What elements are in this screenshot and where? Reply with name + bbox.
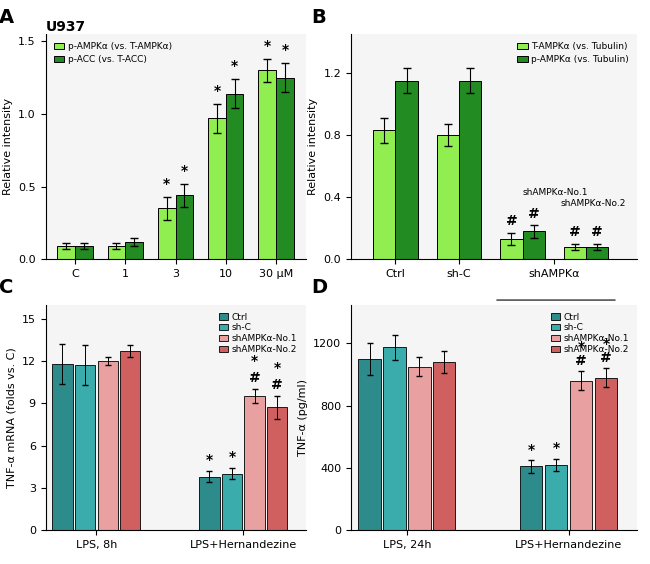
Legend: Ctrl, sh-C, shAMPKα-No.1, shAMPKα-No.2: Ctrl, sh-C, shAMPKα-No.1, shAMPKα-No.2	[547, 309, 632, 358]
Bar	[200, 477, 220, 530]
Text: #: #	[271, 378, 283, 392]
Bar	[226, 94, 243, 259]
Bar	[244, 396, 265, 530]
Text: #: #	[575, 354, 587, 368]
Bar	[176, 195, 193, 259]
Bar	[75, 246, 92, 259]
Bar	[437, 135, 459, 259]
Text: *: *	[603, 337, 610, 351]
Bar	[433, 362, 456, 530]
Text: #: #	[600, 351, 612, 365]
Bar	[108, 246, 125, 259]
Y-axis label: TNF-α (pg/ml): TNF-α (pg/ml)	[298, 379, 307, 456]
Text: U937: U937	[46, 20, 86, 34]
Text: *: *	[577, 340, 584, 354]
Bar	[52, 364, 73, 530]
Text: *: *	[213, 84, 220, 98]
Bar	[259, 70, 276, 259]
Y-axis label: TNF-α mRNA (folds vs. C): TNF-α mRNA (folds vs. C)	[6, 347, 16, 488]
Bar	[500, 239, 523, 259]
Text: *: *	[528, 443, 535, 457]
Bar	[222, 474, 242, 530]
Bar	[57, 246, 75, 259]
Text: D: D	[311, 278, 327, 297]
Text: *: *	[181, 164, 188, 178]
Text: shAMPKα-No.1: shAMPKα-No.1	[523, 188, 588, 197]
Text: #: #	[528, 206, 540, 221]
Y-axis label: Relative intensity: Relative intensity	[3, 98, 12, 195]
Text: #: #	[569, 225, 581, 239]
Text: *: *	[251, 354, 258, 368]
Bar	[125, 242, 143, 259]
Bar	[545, 465, 567, 530]
Text: Hernandezine, 30 μM, 2h: Hernandezine, 30 μM, 2h	[421, 325, 561, 335]
Text: *: *	[281, 43, 289, 57]
Text: #: #	[592, 225, 603, 239]
Text: B: B	[311, 7, 326, 27]
Text: #: #	[506, 214, 517, 228]
Text: *: *	[231, 59, 238, 73]
Bar	[595, 378, 617, 530]
Text: *: *	[163, 177, 170, 191]
Bar	[564, 247, 586, 259]
Bar	[158, 209, 176, 259]
Bar	[358, 359, 381, 530]
Bar	[570, 381, 592, 530]
Text: *: *	[206, 453, 213, 467]
Text: #: #	[249, 371, 261, 385]
Text: C: C	[0, 278, 13, 297]
Bar	[208, 118, 226, 259]
Text: shAMPKα-No.2: shAMPKα-No.2	[561, 199, 626, 208]
Bar	[395, 81, 418, 259]
Bar	[523, 231, 545, 259]
Bar	[459, 81, 481, 259]
Y-axis label: Relative intensity: Relative intensity	[308, 98, 318, 195]
Text: A: A	[0, 7, 14, 27]
Text: *: *	[274, 361, 281, 375]
Bar	[120, 351, 140, 530]
Bar	[408, 367, 430, 530]
Bar	[276, 77, 294, 259]
Text: *: *	[264, 39, 271, 53]
Text: *: *	[228, 450, 235, 464]
Legend: Ctrl, sh-C, shAMPKα-No.1, shAMPKα-No.2: Ctrl, sh-C, shAMPKα-No.1, shAMPKα-No.2	[216, 309, 301, 358]
Bar	[586, 247, 608, 259]
Bar	[520, 466, 543, 530]
Text: Hernandezine, 2h: Hernandezine, 2h	[151, 325, 250, 335]
Bar	[98, 361, 118, 530]
Bar	[373, 130, 395, 259]
Bar	[267, 407, 287, 530]
Bar	[75, 365, 96, 530]
Legend: p-AMPKα (vs. T-AMPKα), p-ACC (vs. T-ACC): p-AMPKα (vs. T-AMPKα), p-ACC (vs. T-ACC)	[50, 38, 176, 68]
Legend: T-AMPKα (vs. Tubulin), p-AMPKα (vs. Tubulin): T-AMPKα (vs. Tubulin), p-AMPKα (vs. Tubu…	[513, 38, 632, 68]
Text: *: *	[552, 442, 560, 456]
Bar	[384, 347, 406, 530]
